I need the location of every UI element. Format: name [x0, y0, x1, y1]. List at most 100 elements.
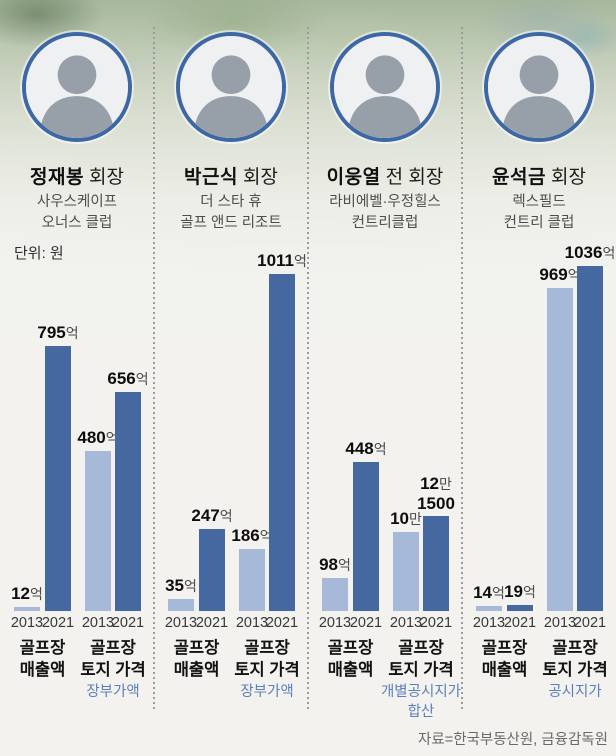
panel-3: 이웅열 전 회장 라비에벨·우정힐스 컨트리클럽 98억 2013 448억 2021 골프장 매…: [308, 0, 462, 756]
column-divider-1: [153, 27, 155, 712]
year-label: 2013: [389, 615, 423, 631]
person-silhouette-icon: [334, 36, 436, 138]
year-label: 2013: [81, 615, 115, 631]
bar-value-number: 795: [37, 323, 66, 342]
column-divider-2: [307, 27, 309, 712]
bar-value-line: 12억: [0, 584, 82, 604]
bar-value-unit: 억: [135, 371, 149, 387]
bar-value-number: 14: [473, 583, 493, 602]
group-label-line: 골프장: [244, 639, 290, 657]
year-label: 2021: [349, 615, 383, 631]
bar-value-unit: 만: [439, 476, 452, 492]
club-name: 렉스필드 컨트리 클럽: [462, 192, 616, 234]
column-divider-3: [461, 27, 463, 712]
year-label: 2021: [419, 615, 453, 631]
valuation-basis-label: 장부가액: [48, 682, 178, 702]
person-silhouette-icon: [488, 36, 590, 138]
bar-value-line: 795억: [3, 323, 113, 343]
club-name-line: 골프 앤드 리조트: [180, 215, 282, 231]
bar-매출액-2021: [353, 462, 379, 611]
chairman-name: 이웅열: [326, 167, 381, 188]
bar-토지 가격-2013: [85, 451, 111, 611]
group-label-line: 골프장: [90, 639, 136, 657]
bar-토지 가격-2021: [269, 274, 295, 611]
chairman-name: 윤석금: [492, 167, 546, 188]
group-label-line: 토지 가격: [542, 661, 608, 679]
club-name-line: 컨트리클럽: [351, 215, 419, 231]
year-label: 2021: [265, 615, 299, 631]
chairman-title: 회장: [242, 167, 278, 188]
group-label-line: 골프장: [173, 639, 220, 657]
bar-value-label: 448억: [311, 439, 421, 459]
bar-value-line: 656억: [73, 369, 183, 389]
bar-토지 가격-2021: [577, 266, 603, 611]
group-label-line: 매출액: [481, 661, 528, 679]
bar-value-line: 1011억: [227, 251, 337, 271]
bar-value-label: 10만: [351, 509, 461, 529]
bar-매출액-2021: [507, 605, 533, 611]
chairman-title: 전 회장: [385, 167, 444, 188]
valuation-basis-line: 합산: [407, 704, 435, 720]
chairman-name-row: 윤석금 회장: [462, 162, 616, 189]
bar-value-number: 12: [420, 474, 440, 493]
valuation-basis-label: 개별공시지가 합산: [356, 682, 486, 722]
bar-value-label: 1011억: [227, 251, 337, 271]
bar-value-line2: 1500: [417, 494, 455, 513]
group-label: 골프장 매출액: [0, 637, 103, 681]
year-label: 2021: [573, 615, 607, 631]
portrait-avatar: [22, 32, 132, 142]
bar-value-number: 1011: [257, 251, 294, 270]
bar-value-line: 10만: [351, 509, 461, 529]
group-label-line: 토지 가격: [234, 661, 300, 679]
source-credit: 자료=한국부동산원, 금융감독원: [418, 732, 608, 748]
bar-value-label: 14억: [434, 583, 544, 603]
bar-value-label: 247억: [157, 506, 267, 526]
chairman-title: 회장: [88, 167, 124, 188]
bar-매출액-2021: [199, 529, 225, 611]
bar-매출액-2013: [476, 606, 502, 611]
chairman-name-row: 정재봉 회장: [0, 162, 154, 189]
group-label-line: 골프장: [19, 639, 66, 657]
group-label-line: 토지 가격: [80, 661, 146, 679]
bar-value-unit: 만: [409, 511, 422, 527]
bar-토지 가격-2021: [423, 516, 449, 611]
valuation-basis-line: 장부가액: [86, 684, 140, 700]
bar-value-line: 12만: [381, 474, 491, 494]
bar-value-number: 448: [345, 439, 374, 458]
group-label: 골프장 토지 가격: [361, 637, 481, 681]
bar-value-line: 35억: [126, 576, 236, 596]
person-silhouette-icon: [180, 36, 282, 138]
group-label-line: 골프장: [398, 639, 444, 657]
person-silhouette-icon: [26, 36, 128, 138]
bar-value-number: 1036: [564, 243, 603, 262]
year-label: 2013: [543, 615, 577, 631]
club-name-line: 사우스케이프: [36, 194, 118, 210]
group-label-line: 매출액: [327, 661, 374, 679]
club-name-line: 라비에벨·우정힐스: [329, 194, 441, 210]
bar-value-unit: 억: [602, 245, 616, 261]
group-label-line: 골프장: [327, 639, 374, 657]
group-label-line: 골프장: [552, 639, 598, 657]
valuation-basis-label: 공시지가: [510, 682, 616, 702]
bar-value-label: 656억: [73, 369, 183, 389]
year-label: 2021: [195, 615, 229, 631]
bar-value-line: 98억: [280, 555, 390, 575]
year-label: 2013: [235, 615, 269, 631]
chairman-name-row: 박근식 회장: [154, 162, 308, 189]
year-label: 2013: [10, 615, 44, 631]
bar-value-number: 186: [231, 526, 260, 545]
bar-value-unit: 억: [294, 253, 307, 269]
bar-value-number: 19: [504, 582, 524, 601]
group-label: 골프장 매출액: [137, 637, 257, 681]
bar-value-label: 19억: [465, 582, 575, 602]
bar-토지 가격-2021: [115, 392, 141, 611]
bar-토지 가격-2013: [547, 288, 573, 611]
portrait-avatar: [484, 32, 594, 142]
bar-value-label: 98억: [280, 555, 390, 575]
club-name-line: 더 스타 휴: [200, 194, 262, 210]
valuation-basis-line: 공시지가: [548, 684, 602, 700]
bar-value-label: 12만 1500: [381, 474, 491, 513]
